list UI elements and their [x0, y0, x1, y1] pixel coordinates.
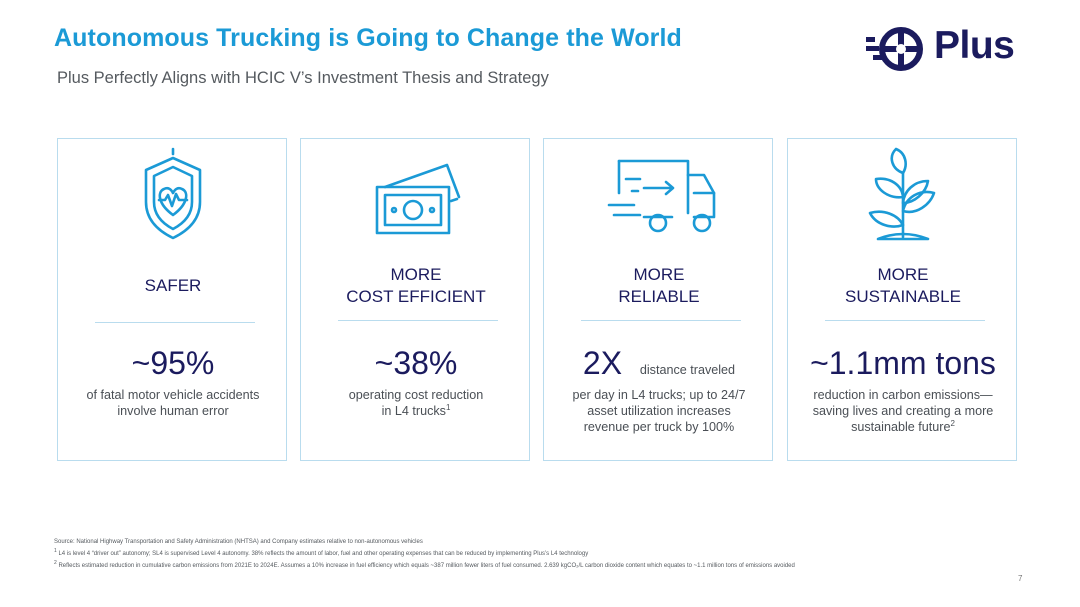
card-sustainable: MORE SUSTAINABLE ~1.1mm tons reduction i… — [787, 138, 1017, 461]
plus-logo-icon — [866, 27, 923, 71]
footnote-source: Source: National Highway Transportation … — [54, 539, 423, 545]
card-heading: SAFER — [144, 276, 202, 295]
footnote-1: 1 L4 is level 4 “driver out” autonomy; S… — [54, 548, 589, 557]
card-divider — [825, 320, 985, 321]
card-description: per day in L4 trucks; up to 24/7 asset u… — [572, 388, 746, 434]
card-stat: ~1.1mm tons — [810, 345, 996, 381]
card-stat: ~38% — [374, 345, 458, 381]
card-description: operating cost reduction in L4 trucks1 — [348, 388, 484, 418]
footnote-2: 2 Reflects estimated reduction in cumula… — [54, 560, 795, 569]
card-reliable: MORE RELIABLE 2X distance traveled per d… — [543, 138, 773, 461]
card-cost-efficient: MORE COST EFFICIENT ~38% operating cost … — [300, 138, 530, 461]
page-number: 7 — [1018, 574, 1023, 583]
card-heading: MORE RELIABLE — [618, 265, 700, 306]
card-divider — [338, 320, 498, 321]
card-stat: ~95% — [131, 345, 215, 381]
slide-subtitle: Plus Perfectly Aligns with HCIC V’s Inve… — [57, 69, 549, 87]
card-stat: 2X distance traveled — [582, 345, 736, 381]
plant-sprout-icon — [868, 147, 936, 241]
shield-heart-icon — [144, 147, 202, 240]
card-divider — [581, 320, 741, 321]
card-safer: SAFER ~95% of fatal motor vehicle accide… — [57, 138, 287, 461]
slide-title: Autonomous Trucking is Going to Change t… — [54, 24, 682, 52]
logo-wordmark: Plus — [934, 24, 1015, 67]
money-bills-icon — [375, 163, 461, 235]
card-heading: MORE SUSTAINABLE — [845, 265, 961, 306]
card-description: of fatal motor vehicle accidents involve… — [86, 388, 260, 418]
card-description: reduction in carbon emissions— saving li… — [812, 388, 994, 434]
footnotes: Source: National Highway Transportation … — [54, 538, 1014, 571]
moving-truck-icon — [607, 159, 716, 233]
card-divider — [95, 322, 255, 323]
card-heading: MORE COST EFFICIENT — [346, 265, 486, 306]
